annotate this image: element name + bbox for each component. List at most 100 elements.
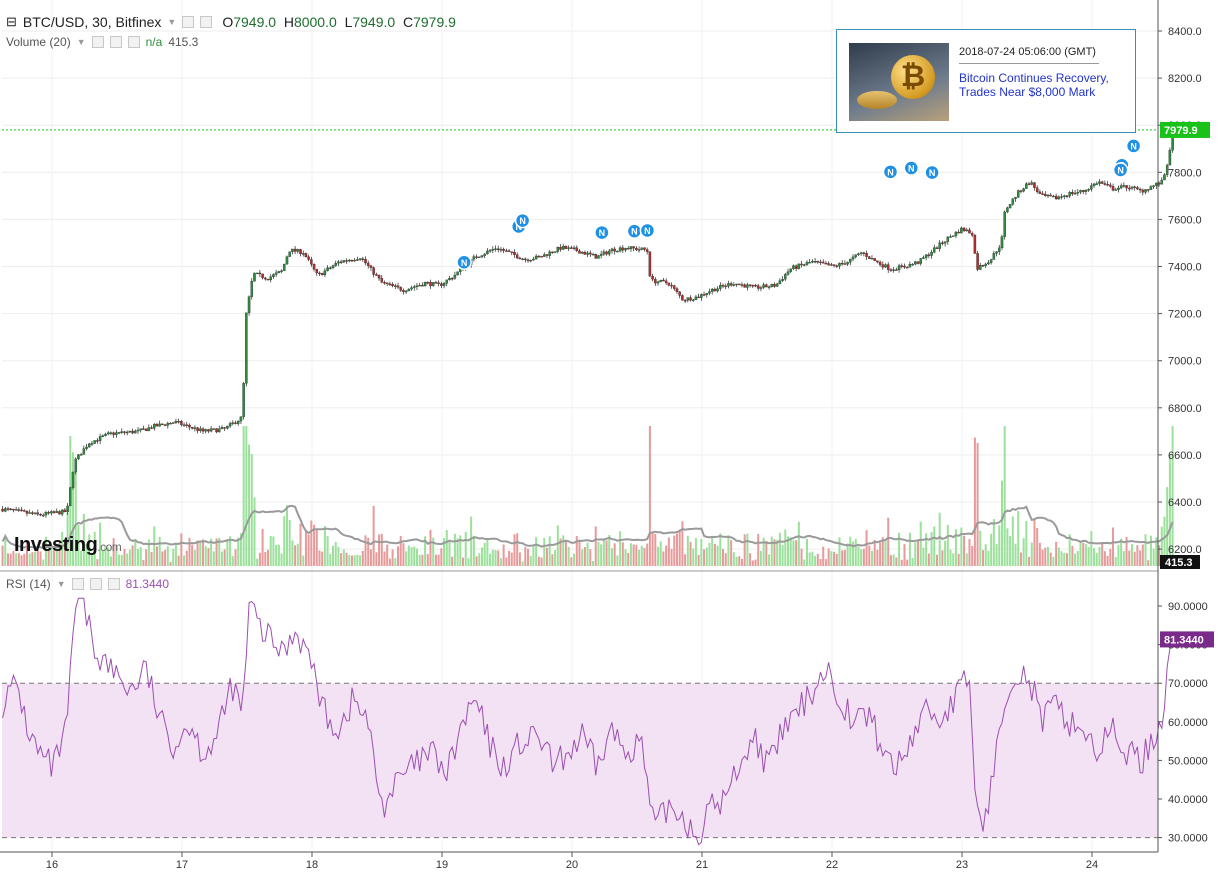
candle xyxy=(767,286,771,288)
volume-bar xyxy=(237,537,240,566)
candle xyxy=(285,256,289,265)
volume-bar xyxy=(253,497,256,566)
news-marker-icon[interactable] xyxy=(882,164,899,180)
volume-bar xyxy=(646,543,649,566)
candle xyxy=(819,261,822,264)
y-tick-label: 6400.0 xyxy=(1168,497,1202,509)
volume-bar xyxy=(96,559,99,566)
volume-bar xyxy=(4,536,7,566)
volume-bar xyxy=(307,534,310,566)
candle xyxy=(442,283,446,286)
gear-icon[interactable] xyxy=(89,578,102,590)
candle xyxy=(924,254,928,258)
candle xyxy=(429,282,432,287)
candle xyxy=(41,514,45,517)
volume-bar xyxy=(719,533,722,566)
volume-bar xyxy=(773,539,776,566)
news-marker-icon[interactable] xyxy=(639,222,656,239)
candle xyxy=(350,259,354,262)
volume-bar xyxy=(332,545,335,566)
news-marker-icon[interactable] xyxy=(924,164,940,181)
gear-icon[interactable] xyxy=(200,16,213,28)
news-marker-icon[interactable] xyxy=(1112,162,1129,178)
volume-bar xyxy=(85,543,88,566)
chevron-down-icon[interactable]: ▼ xyxy=(56,579,66,589)
rsi-legend[interactable]: RSI (14) ▼ 81.3440 xyxy=(6,577,169,591)
candle xyxy=(1033,182,1036,188)
candle xyxy=(713,288,717,292)
volume-bar xyxy=(675,533,678,566)
volume-bar xyxy=(147,539,150,566)
volume-bar xyxy=(578,539,581,566)
volume-bar xyxy=(643,547,646,566)
volume-bar xyxy=(1087,547,1090,566)
volume-bar xyxy=(624,549,627,566)
candle xyxy=(800,263,803,266)
gear-icon[interactable] xyxy=(109,36,122,48)
candle xyxy=(521,258,524,261)
volume-bar xyxy=(7,553,10,566)
candle xyxy=(548,251,551,256)
news-marker-icon[interactable] xyxy=(1125,138,1142,154)
volume-legend[interactable]: Volume (20) ▼ n/a 415.3 xyxy=(6,35,198,49)
eye-icon[interactable] xyxy=(91,36,104,48)
eye-icon[interactable] xyxy=(71,578,84,590)
volume-bar xyxy=(946,525,949,566)
candle xyxy=(47,512,50,514)
candle xyxy=(808,262,811,264)
volume-bar xyxy=(80,550,83,566)
news-marker-icon[interactable] xyxy=(456,254,472,271)
volume-bar xyxy=(115,545,118,566)
candle xyxy=(115,432,118,435)
news-marker-icon[interactable] xyxy=(594,224,610,241)
candle xyxy=(510,251,514,253)
main-series-legend[interactable]: ⊟ BTC/USD, 30, Bitfinex ▼ O7949.0 H8000.… xyxy=(6,14,456,30)
rsi-y-tick-label: 60.0000 xyxy=(1168,717,1208,729)
candle xyxy=(987,262,990,265)
candle xyxy=(532,258,535,261)
collapse-icon[interactable]: ⊟ xyxy=(6,14,17,29)
eye-icon[interactable] xyxy=(182,16,195,28)
news-popup[interactable]: ₿ 2018-07-24 05:06:00 (GMT) Bitcoin Cont… xyxy=(836,29,1136,133)
volume-bar xyxy=(77,524,80,566)
candle xyxy=(120,431,124,433)
candle xyxy=(575,247,579,252)
volume-bar xyxy=(1114,557,1117,566)
chevron-down-icon[interactable]: ▼ xyxy=(167,17,177,27)
candle xyxy=(250,281,254,297)
candle xyxy=(892,269,895,271)
volume-bar xyxy=(814,555,817,566)
close-icon[interactable] xyxy=(107,578,120,590)
volume-bar xyxy=(581,549,584,566)
volume-bar xyxy=(218,537,221,566)
news-marker-letter: N xyxy=(1117,165,1124,175)
volume-label[interactable]: Volume (20) xyxy=(6,35,71,49)
volume-bar xyxy=(356,554,359,566)
news-marker-icon[interactable] xyxy=(514,212,531,229)
volume-bar xyxy=(811,551,814,566)
symbol-label[interactable]: BTC/USD, 30, Bitfinex xyxy=(22,14,162,30)
volume-bar xyxy=(562,535,565,566)
candle xyxy=(759,287,763,289)
volume-bar xyxy=(1160,526,1163,566)
candle xyxy=(329,267,332,269)
chevron-down-icon[interactable]: ▼ xyxy=(76,37,86,47)
candle xyxy=(1109,184,1112,187)
candle xyxy=(778,280,782,285)
candle xyxy=(570,247,573,249)
volume-bar xyxy=(689,541,692,566)
candle xyxy=(228,423,232,427)
volume-bar xyxy=(161,551,164,566)
volume-bar xyxy=(621,542,624,566)
volume-bar xyxy=(1090,530,1093,566)
close-icon[interactable] xyxy=(127,36,140,48)
volume-bar xyxy=(973,437,976,566)
candle xyxy=(264,277,267,280)
volume-bar xyxy=(703,549,706,566)
volume-bar xyxy=(1122,551,1125,566)
news-headline-link[interactable]: Bitcoin Continues Recovery, Trades Near … xyxy=(959,71,1109,99)
volume-bar xyxy=(521,561,524,566)
news-marker-icon[interactable] xyxy=(903,160,920,176)
rsi-label[interactable]: RSI (14) xyxy=(6,577,51,591)
